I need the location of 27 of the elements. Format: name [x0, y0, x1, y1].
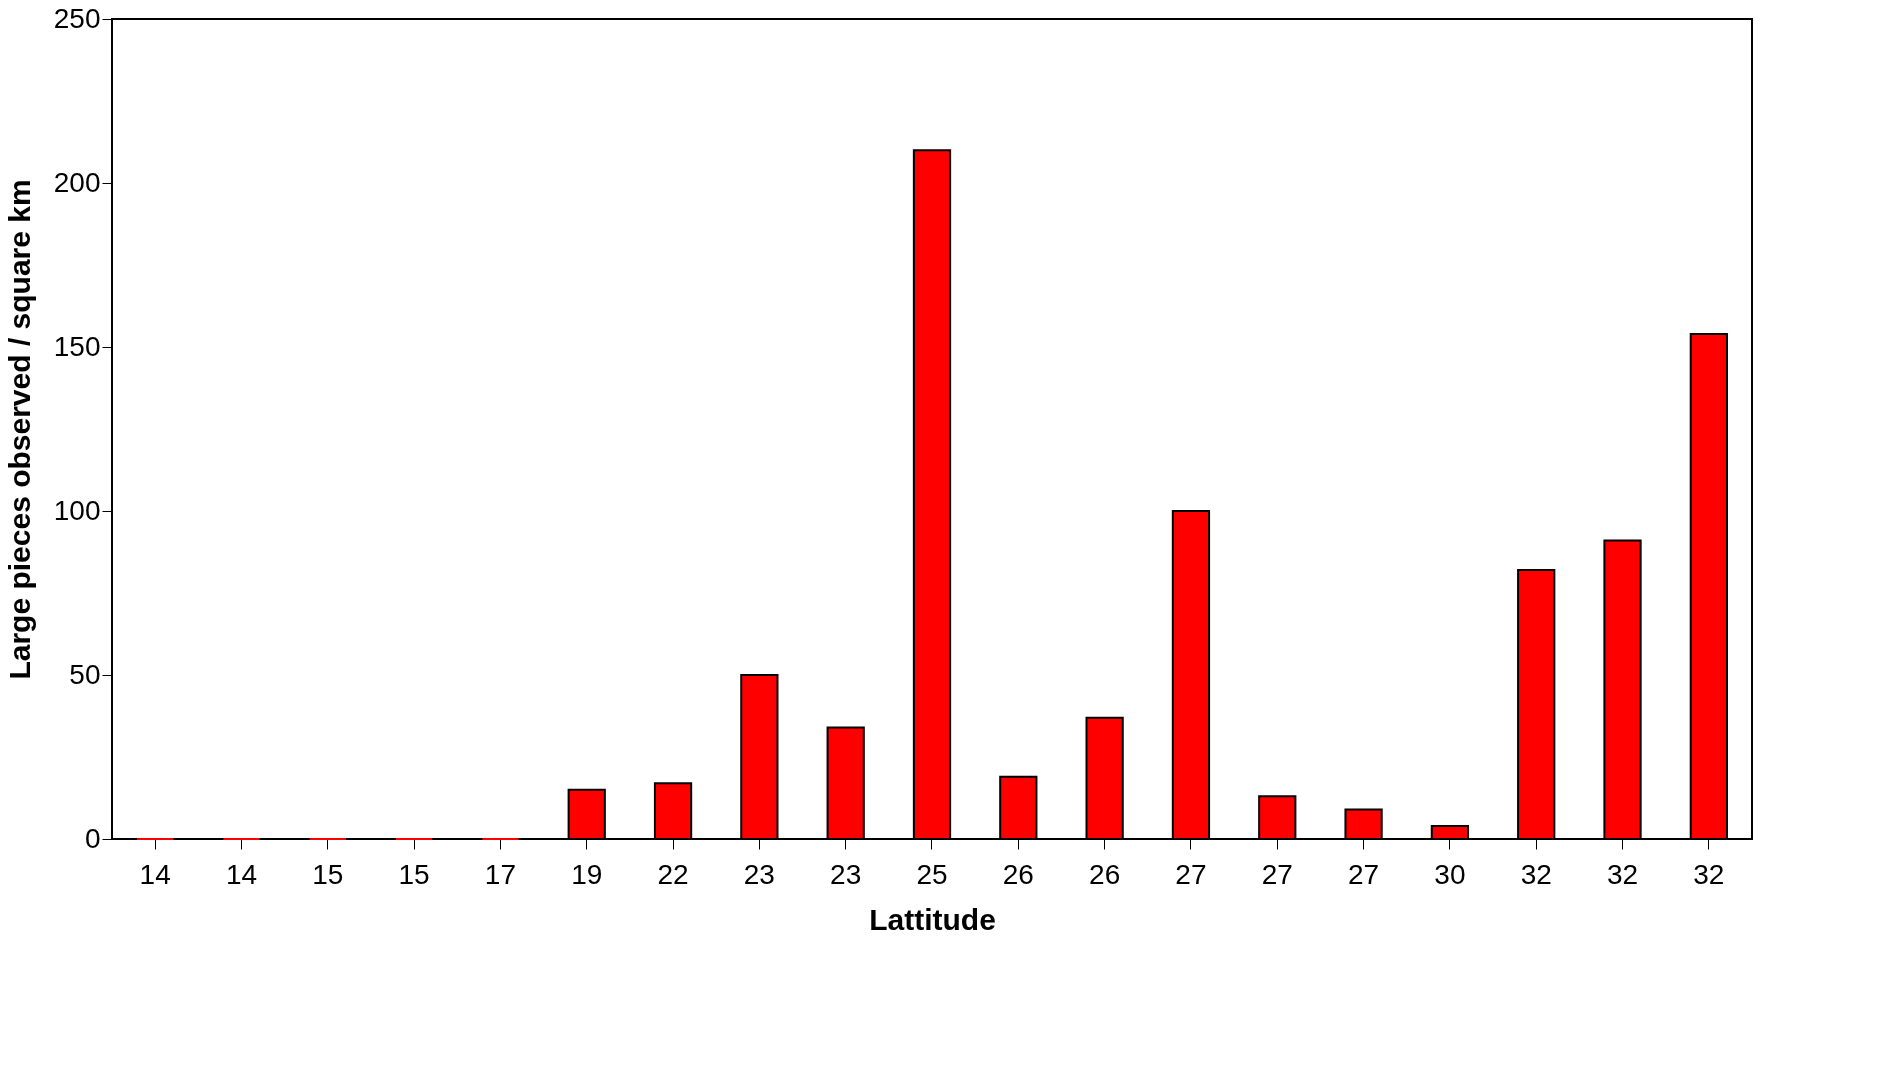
y-tick-label: 150 [53, 330, 101, 362]
x-tick-label: 23 [743, 858, 775, 890]
x-tick-label: 26 [1002, 858, 1034, 890]
x-tick-label: 22 [657, 858, 689, 890]
x-tick-label: 19 [571, 858, 603, 890]
x-axis-title: Lattitude [869, 902, 996, 936]
x-tick-label: 15 [398, 858, 430, 890]
y-tick-label: 0 [84, 822, 101, 854]
y-tick-label: 50 [69, 658, 101, 690]
x-tick-label: 25 [916, 858, 948, 890]
x-tick-label: 27 [1348, 858, 1380, 890]
x-tick-label: 14 [139, 858, 171, 890]
y-tick-label: 200 [53, 166, 101, 198]
x-tick-label: 15 [312, 858, 344, 890]
x-tick-label: 27 [1261, 858, 1293, 890]
y-tick-label: 250 [53, 2, 101, 34]
x-tick-label: 17 [484, 858, 516, 890]
x-tick-label: 32 [1606, 858, 1639, 890]
y-tick-label: 100 [53, 494, 101, 526]
x-tick-label: 32 [1520, 858, 1552, 890]
x-tick-label: 27 [1175, 858, 1207, 890]
x-tick-label: 32 [1693, 858, 1725, 890]
x-tick-label: 26 [1089, 858, 1121, 890]
y-axis-title: Large pieces observed / square km [2, 179, 36, 680]
x-tick-label: 23 [830, 858, 862, 890]
x-tick-label: 14 [225, 858, 258, 890]
x-tick-label: 30 [1434, 858, 1466, 890]
